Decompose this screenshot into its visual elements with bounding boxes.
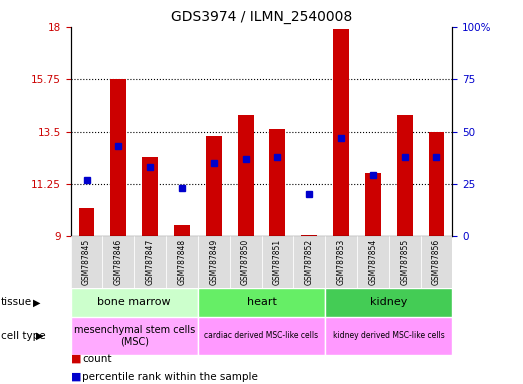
Text: GSM787855: GSM787855: [400, 239, 409, 285]
Title: GDS3974 / ILMN_2540008: GDS3974 / ILMN_2540008: [171, 10, 352, 25]
Bar: [293, 236, 325, 288]
Bar: [325, 288, 452, 317]
Bar: [389, 236, 420, 288]
Text: mesenchymal stem cells
(MSC): mesenchymal stem cells (MSC): [74, 325, 195, 347]
Bar: [110, 79, 126, 236]
Bar: [325, 236, 357, 288]
Bar: [134, 236, 166, 288]
Text: kidney: kidney: [370, 297, 407, 308]
Bar: [269, 129, 286, 236]
Text: GSM787846: GSM787846: [114, 239, 123, 285]
Text: GSM787852: GSM787852: [305, 239, 314, 285]
Text: ▶: ▶: [36, 331, 43, 341]
Bar: [71, 236, 103, 288]
Bar: [71, 288, 198, 317]
Bar: [198, 317, 325, 355]
Text: cell type: cell type: [1, 331, 45, 341]
Bar: [206, 136, 222, 236]
Text: GSM787856: GSM787856: [432, 239, 441, 285]
Bar: [262, 236, 293, 288]
Text: kidney derived MSC-like cells: kidney derived MSC-like cells: [333, 331, 445, 341]
Bar: [71, 317, 198, 355]
Text: GSM787853: GSM787853: [336, 239, 346, 285]
Bar: [397, 115, 413, 236]
Bar: [357, 236, 389, 288]
Bar: [103, 236, 134, 288]
Bar: [237, 115, 254, 236]
Text: GSM787851: GSM787851: [273, 239, 282, 285]
Text: GSM787854: GSM787854: [368, 239, 378, 285]
Bar: [230, 236, 262, 288]
Text: cardiac derived MSC-like cells: cardiac derived MSC-like cells: [204, 331, 319, 341]
Text: GSM787847: GSM787847: [145, 239, 155, 285]
Bar: [325, 317, 452, 355]
Text: tissue: tissue: [1, 297, 32, 308]
Text: GSM787845: GSM787845: [82, 239, 91, 285]
Text: GSM787849: GSM787849: [209, 239, 218, 285]
Text: ■: ■: [71, 372, 81, 382]
Bar: [428, 131, 445, 236]
Bar: [142, 157, 158, 236]
Bar: [174, 225, 190, 236]
Bar: [166, 236, 198, 288]
Bar: [78, 208, 95, 236]
Text: ■: ■: [71, 354, 81, 364]
Text: heart: heart: [246, 297, 277, 308]
Bar: [198, 236, 230, 288]
Text: percentile rank within the sample: percentile rank within the sample: [82, 372, 258, 382]
Bar: [420, 236, 452, 288]
Bar: [198, 288, 325, 317]
Bar: [365, 174, 381, 236]
Text: GSM787848: GSM787848: [177, 239, 187, 285]
Text: count: count: [82, 354, 111, 364]
Bar: [301, 235, 317, 236]
Text: bone marrow: bone marrow: [97, 297, 171, 308]
Bar: [333, 29, 349, 236]
Text: ▶: ▶: [33, 297, 40, 308]
Text: GSM787850: GSM787850: [241, 239, 250, 285]
